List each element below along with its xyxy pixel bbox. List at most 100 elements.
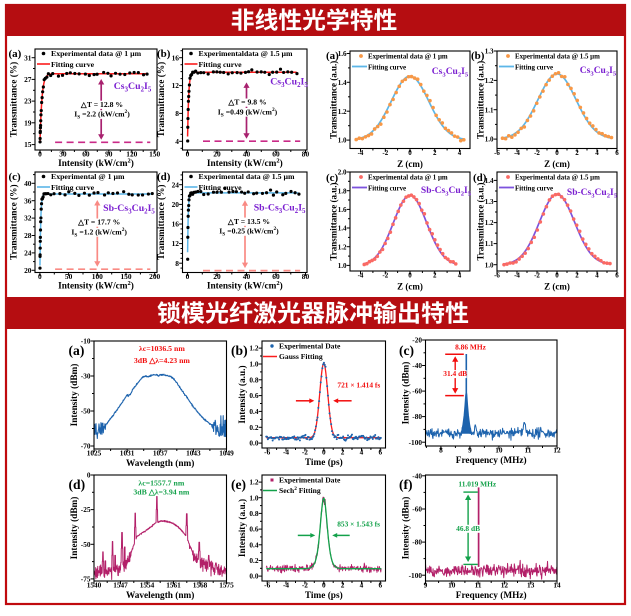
svg-text:-50: -50 <box>81 407 91 416</box>
svg-text:Intensity (dBm): Intensity (dBm) <box>69 364 80 427</box>
svg-text:12: 12 <box>501 580 509 589</box>
svg-text:Sb-Cs3​Cu2​I5​: Sb-Cs3​Cu2​I5​ <box>103 203 155 216</box>
svg-text:Intensity (a.u.): Intensity (a.u.) <box>237 499 248 557</box>
svg-text:Experimental data @ 1 µm: Experimental data @ 1 µm <box>368 175 448 182</box>
svg-text:Wavelength (nm): Wavelength (nm) <box>126 590 194 601</box>
svg-text:-6: -6 <box>264 580 270 589</box>
svg-text:8.86 MHz: 8.86 MHz <box>455 342 487 351</box>
svg-text:1.6: 1.6 <box>338 206 347 214</box>
svg-text:1540: 1540 <box>87 580 102 589</box>
svg-text:1.2: 1.2 <box>485 77 494 85</box>
svg-text:20: 20 <box>24 266 32 275</box>
svg-text:-100: -100 <box>409 571 423 580</box>
svg-text:1.1: 1.1 <box>485 106 494 114</box>
svg-text:-4: -4 <box>283 447 289 456</box>
svg-text:2: 2 <box>575 149 579 157</box>
svg-text:Transmittance (a.u.): Transmittance (a.u.) <box>476 61 486 139</box>
svg-text:Sech2​ Fitting: Sech2​ Fitting <box>279 486 321 495</box>
svg-text:-60: -60 <box>412 505 422 514</box>
svg-text:0: 0 <box>38 272 42 281</box>
svg-text:-2: -2 <box>382 149 388 157</box>
svg-text:-4: -4 <box>283 580 289 589</box>
svg-text:20: 20 <box>213 272 221 281</box>
svg-text:11: 11 <box>475 580 482 589</box>
svg-text:11: 11 <box>525 445 532 454</box>
svg-text:4: 4 <box>595 149 599 157</box>
svg-text:-4: -4 <box>514 271 520 279</box>
svg-text:16: 16 <box>172 220 180 229</box>
svg-text:24: 24 <box>24 249 32 258</box>
svg-text:(a): (a) <box>9 48 22 60</box>
svg-text:40: 40 <box>243 149 251 158</box>
svg-text:0.4: 0.4 <box>249 407 258 416</box>
svg-text:1.3: 1.3 <box>485 48 494 56</box>
svg-text:Experimental data @ 1 µm: Experimental data @ 1 µm <box>51 49 142 58</box>
svg-text:1554: 1554 <box>140 580 155 589</box>
svg-text:Intensity (a.u.): Intensity (a.u.) <box>237 365 248 423</box>
svg-text:13: 13 <box>527 580 535 589</box>
svg-text:1.4: 1.4 <box>338 79 347 87</box>
svg-text:120: 120 <box>126 149 137 158</box>
svg-text:80: 80 <box>302 149 310 158</box>
svg-text:Sb-Cs3​Cu2​I5​: Sb-Cs3​Cu2​I5​ <box>567 188 618 200</box>
svg-text:-60: -60 <box>412 387 422 396</box>
svg-text:150: 150 <box>149 149 160 158</box>
svg-text:△T = 12.8 %: △T = 12.8 % <box>80 100 123 109</box>
svg-text:Experimental Date: Experimental Date <box>279 342 341 351</box>
svg-text:Intensity (kW/cm2​): Intensity (kW/cm2​) <box>207 157 283 169</box>
svg-text:2: 2 <box>575 271 579 279</box>
svg-text:0.0: 0.0 <box>249 439 258 448</box>
svg-text:Z (cm): Z (cm) <box>397 159 423 169</box>
svg-text:Fitting curve: Fitting curve <box>199 183 243 192</box>
svg-text:Sb-Cs3​Cu2​I5​: Sb-Cs3​Cu2​I5​ <box>421 186 472 198</box>
svg-text:27: 27 <box>24 75 32 84</box>
svg-text:4: 4 <box>458 149 462 157</box>
svg-text:λc=1557.7 nm: λc=1557.7 nm <box>138 478 184 487</box>
svg-text:150: 150 <box>120 272 131 281</box>
svg-text:0.2: 0.2 <box>249 556 258 565</box>
svg-text:4: 4 <box>360 580 364 589</box>
svg-text:Sb-Cs3​Cu2​I5​: Sb-Cs3​Cu2​I5​ <box>254 202 306 215</box>
svg-text:12: 12 <box>553 445 561 454</box>
svg-text:30: 30 <box>59 149 67 158</box>
svg-text:12: 12 <box>172 239 180 248</box>
svg-text:(a): (a) <box>326 50 339 62</box>
svg-text:Z (cm): Z (cm) <box>397 282 423 292</box>
svg-text:2: 2 <box>433 271 437 279</box>
svg-text:-75: -75 <box>81 575 91 584</box>
svg-text:Fitting curve: Fitting curve <box>368 186 406 193</box>
svg-text:1.4: 1.4 <box>338 225 347 233</box>
svg-text:Transmittance (a.u.): Transmittance (a.u.) <box>476 182 486 260</box>
svg-text:200: 200 <box>149 272 160 281</box>
svg-text:20: 20 <box>213 149 221 158</box>
svg-text:2: 2 <box>341 447 345 456</box>
svg-text:(e): (e) <box>231 477 246 493</box>
svg-text:1547: 1547 <box>113 580 128 589</box>
svg-text:-2: -2 <box>534 271 540 279</box>
svg-text:1.3: 1.3 <box>485 198 494 206</box>
svg-text:0: 0 <box>408 149 412 157</box>
svg-text:-4: -4 <box>358 149 364 157</box>
svg-text:0: 0 <box>322 447 326 456</box>
svg-text:-6: -6 <box>494 271 500 279</box>
svg-text:0.2: 0.2 <box>249 423 258 432</box>
svg-text:Frequency (MHz): Frequency (MHz) <box>456 455 527 466</box>
svg-text:46.8 dB: 46.8 dB <box>456 524 480 533</box>
svg-text:Transmittance (%): Transmittance (%) <box>156 62 167 137</box>
svg-text:0: 0 <box>408 271 412 279</box>
svg-text:Intensity (dBm): Intensity (dBm) <box>401 497 412 560</box>
svg-text:Fitting curve: Fitting curve <box>51 183 95 192</box>
svg-text:1043: 1043 <box>186 448 201 457</box>
svg-text:721 × 1.414 fs: 721 × 1.414 fs <box>337 380 380 389</box>
svg-text:IS​ =0.25 (kW/cm2​): IS​ =0.25 (kW/cm2​) <box>219 226 279 238</box>
svg-text:0.4: 0.4 <box>249 540 258 549</box>
svg-text:(b): (b) <box>471 50 485 62</box>
svg-text:-4: -4 <box>514 149 520 157</box>
svg-text:8: 8 <box>439 445 443 454</box>
svg-text:0.0: 0.0 <box>249 572 258 581</box>
svg-text:Transmittance (%): Transmittance (%) <box>156 184 167 259</box>
svg-text:3dB △λ=3.94 nm: 3dB △λ=3.94 nm <box>133 488 190 497</box>
svg-text:Fitting curve: Fitting curve <box>515 186 553 193</box>
svg-text:0: 0 <box>555 149 559 157</box>
svg-text:1037: 1037 <box>153 448 168 457</box>
